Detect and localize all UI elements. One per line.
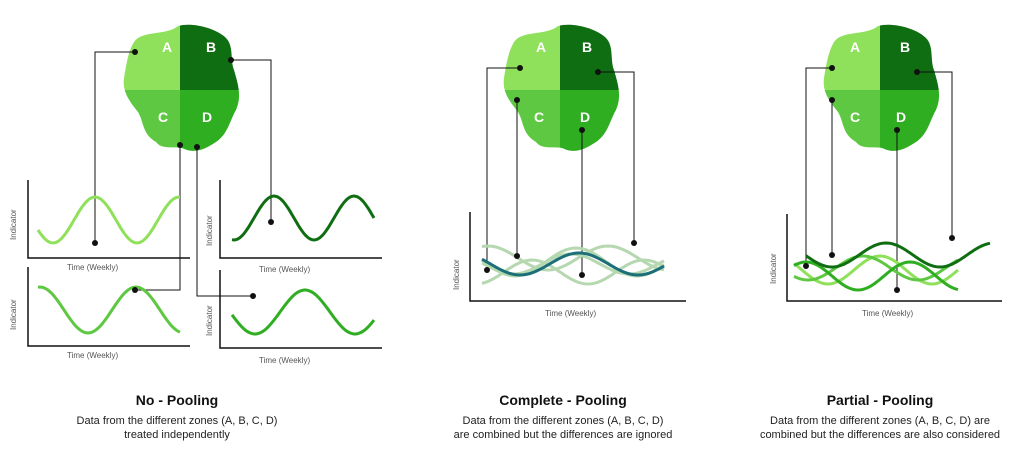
series-zone-d (230, 288, 376, 336)
chart-zone-d: Indicator Time (Weekly) (205, 270, 382, 365)
chart-partial: Indicator Time (Weekly) (769, 214, 1002, 318)
panel-description-line-1: Data from the different zones (A, B, C, … (770, 415, 990, 427)
y-axis-label: Indicator (769, 253, 778, 284)
x-axis-label: Time (Weekly) (67, 263, 118, 272)
y-axis-label: Indicator (205, 215, 214, 246)
zone-d-label: D (202, 109, 212, 125)
y-axis-label: Indicator (205, 305, 214, 336)
x-axis-label: Time (Weekly) (259, 265, 310, 274)
panel-title: No - Pooling (136, 392, 218, 408)
panel-partial-pooling: A B C D Indicator Time (Weekly) Part (760, 24, 1002, 441)
zone-d-region (880, 90, 940, 151)
zone-a-label: A (850, 39, 860, 55)
connectors (94, 51, 272, 297)
zone-d-label: D (580, 109, 590, 125)
panel-description-line-1: Data from the different zones (A, B, C, … (463, 415, 664, 427)
zone-c-label: C (534, 109, 544, 125)
panel-complete-pooling: A B C D Indicator Time (Weekly) (452, 24, 686, 441)
series-zone-d (793, 260, 959, 292)
x-axis-label: Time (Weekly) (67, 351, 118, 360)
zone-b-region (880, 24, 940, 90)
zone-c-region (503, 90, 560, 151)
y-axis-label: Indicator (452, 259, 461, 290)
zones-map: A B C D (823, 24, 940, 151)
connection-dots (484, 65, 637, 278)
panel-no-pooling: A B C D Indicator Time (Weekly) Indicato… (9, 24, 382, 441)
series-zone-a (793, 254, 959, 286)
series-zone-c (37, 285, 181, 335)
connectors (486, 67, 635, 275)
panel-description-line-2: treated independently (124, 429, 230, 441)
zone-a-region (503, 24, 560, 90)
zones-map: A B C D (503, 24, 620, 151)
zone-c-region (823, 90, 880, 151)
series-pooled (481, 251, 665, 277)
y-axis-label: Indicator (9, 299, 18, 330)
chart-zone-a: Indicator Time (Weekly) (9, 180, 190, 272)
x-axis-label: Time (Weekly) (545, 309, 596, 318)
y-axis-label: Indicator (9, 209, 18, 240)
zone-b-region (560, 24, 620, 90)
panel-title: Partial - Pooling (827, 392, 934, 408)
panel-title: Complete - Pooling (499, 392, 627, 408)
connection-dots (92, 49, 274, 299)
zone-c-label: C (158, 109, 168, 125)
zone-c-region (123, 90, 180, 151)
series-zone-b (231, 194, 376, 242)
chart-pooled: Indicator Time (Weekly) (452, 212, 686, 318)
zone-a-label: A (536, 39, 546, 55)
series-zone-d-faint (481, 244, 665, 272)
zone-a-region (823, 24, 880, 90)
zone-c-label: C (850, 109, 860, 125)
series-zone-c-faint (481, 258, 665, 286)
panel-description-line-2: are combined but the differences are ign… (454, 429, 673, 441)
series-zone-c (793, 254, 959, 282)
connection-dots (803, 65, 955, 293)
x-axis-label: Time (Weekly) (862, 309, 913, 318)
zone-b-label: B (900, 39, 910, 55)
zone-d-label: D (896, 109, 906, 125)
panel-description-line-1: Data from the different zones (A, B, C, … (77, 415, 278, 427)
zone-b-label: B (582, 39, 592, 55)
zone-a-label: A (162, 39, 172, 55)
panel-description-line-2: combined but the differences are also co… (760, 429, 1000, 441)
zone-b-label: B (206, 39, 216, 55)
series-zone-b (805, 241, 991, 269)
series-zone-a (36, 195, 180, 245)
zone-d-region (180, 90, 240, 151)
chart-zone-c: Indicator Time (Weekly) (9, 267, 190, 360)
x-axis-label: Time (Weekly) (259, 356, 310, 365)
zone-d-region (560, 90, 620, 151)
chart-zone-b: Indicator Time (Weekly) (205, 180, 382, 274)
